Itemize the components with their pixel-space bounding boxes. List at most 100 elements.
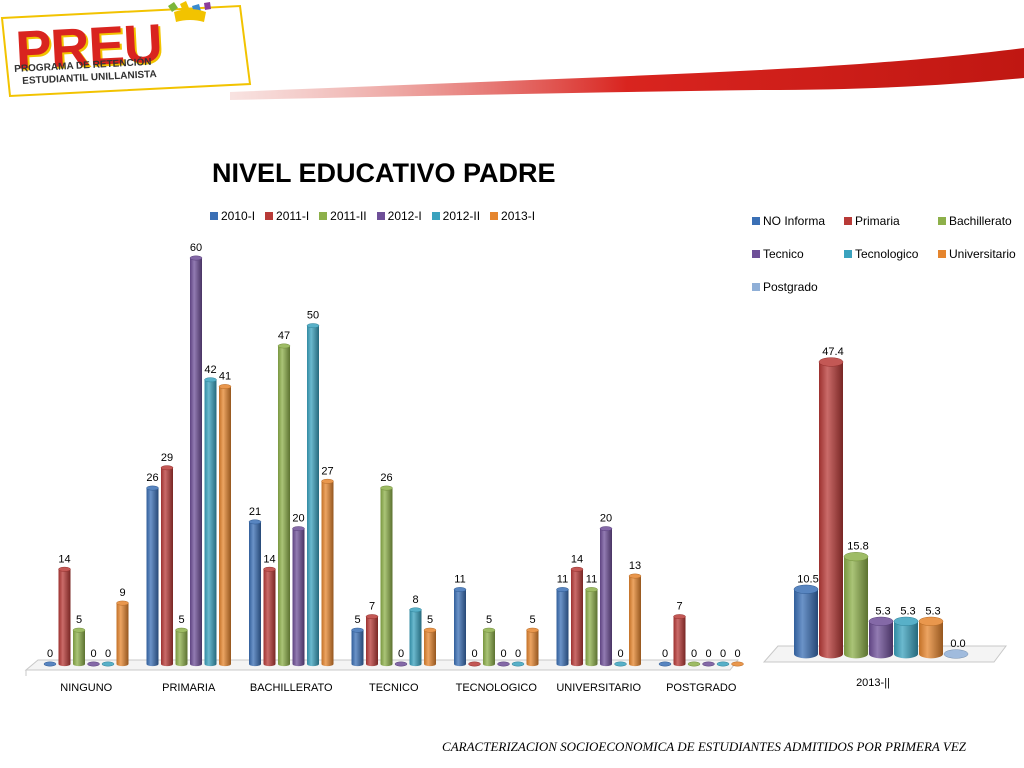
legend-item: Tecnico (752, 247, 844, 261)
data-label: 14 (263, 553, 275, 565)
data-label: 20 (292, 513, 304, 525)
side-bar-primaria (818, 357, 844, 659)
legend-label: 2013-I (501, 209, 536, 223)
data-label: 5 (76, 614, 82, 626)
bar-primaria-2011-i (160, 465, 174, 667)
legend-item: 2010-I (210, 209, 255, 223)
legend-label: 2012-II (442, 209, 481, 223)
data-label: 5 (529, 614, 535, 626)
legend-swatch (210, 212, 218, 220)
bar-postgrado-2011-i (673, 614, 686, 667)
legend-label: 2012-I (387, 209, 422, 223)
legend-swatch (752, 283, 760, 291)
data-label: 8 (412, 594, 418, 606)
bar-bachillerato-2012-ii (306, 323, 320, 667)
legend-swatch (265, 212, 274, 220)
legend-label: 2010-I (221, 209, 256, 223)
data-label: 9 (119, 587, 125, 599)
legend-swatch (490, 212, 499, 220)
side-data-label: 5.3 (875, 605, 890, 617)
legend-swatch (844, 250, 852, 258)
bar-ninguno-2012-ii (101, 661, 115, 667)
side-data-label: 15.8 (847, 541, 868, 553)
legend-swatch (319, 212, 328, 220)
data-label: 0 (705, 648, 711, 660)
side-data-label: 0.0 (950, 638, 965, 650)
side-bar-bachillerato (843, 552, 869, 659)
data-label: 0 (398, 648, 404, 660)
legend-swatch (752, 217, 760, 225)
category-label: POSTGRADO (666, 682, 737, 694)
data-label: 42 (204, 364, 216, 376)
side-bar-postgrado (943, 649, 969, 659)
data-label: 0 (720, 648, 726, 660)
data-label: 5 (427, 614, 433, 626)
bar-tecnico-2010-i (351, 627, 364, 667)
data-label: 0 (105, 648, 111, 660)
legend-item: NO Informa (752, 214, 844, 228)
bar-postgrado-2011-ii (687, 661, 701, 667)
legend-swatch (844, 217, 852, 225)
data-label: 0 (691, 648, 697, 660)
bar-tecnico-2012-i (394, 661, 408, 667)
side-data-label: 5.3 (900, 605, 915, 617)
bar-universitario-2013-i (628, 573, 642, 667)
side-bar-tecnico (868, 616, 894, 659)
bar-primaria-2012-i (189, 255, 203, 667)
data-label: 7 (369, 601, 375, 613)
data-label: 13 (629, 560, 641, 572)
data-label: 0 (471, 648, 477, 660)
data-label: 21 (249, 506, 261, 518)
bar-universitario-2012-ii (614, 661, 627, 667)
bar-universitario-2011-i (570, 566, 584, 667)
category-label: BACHILLERATO (250, 682, 333, 694)
header-banner (0, 1, 1024, 100)
bar-tecnico-2011-ii (380, 485, 393, 667)
data-label: 0 (47, 648, 53, 660)
footer-caption: CARACTERIZACION SOCIOECONOMICA DE ESTUDI… (442, 739, 966, 754)
bar-ninguno-2013-i (116, 600, 129, 667)
data-label: 26 (380, 472, 392, 484)
header-swoosh (230, 48, 1024, 100)
bar-universitario-2012-i (599, 526, 613, 667)
legend-label: NO Informa (763, 214, 826, 228)
side-bar-no-informa (793, 584, 819, 659)
side-chart-legend: NO Informa Primaria Bachillerato Tecnico Tec… (752, 214, 1024, 294)
legend-label: 2011-I (276, 209, 310, 223)
legend-swatch (752, 250, 760, 258)
data-label: 11 (586, 574, 597, 586)
legend-item: 2011-I (265, 209, 309, 223)
legend-swatch (376, 212, 385, 220)
data-label: 0 (734, 648, 740, 660)
legend-item: 2012-II (431, 209, 481, 223)
data-label: 0 (90, 648, 96, 660)
data-label: 60 (190, 242, 202, 254)
legend-label: Tecnico (763, 247, 804, 261)
bar-tecnologico-2012-ii (511, 661, 525, 667)
logo-frame (0, 4, 252, 98)
bar-bachillerato-2013-i (321, 478, 334, 667)
bar-universitario-2011-ii (585, 587, 598, 667)
data-label: 20 (600, 513, 612, 525)
bar-postgrado-2013-i (731, 661, 744, 667)
data-label: 0 (515, 648, 521, 660)
legend-label: 2011-II (330, 209, 367, 223)
bar-tecnologico-2010-i (453, 587, 467, 667)
side-bar-universitario (918, 616, 944, 659)
legend-item: Postgrado (752, 280, 844, 294)
data-label: 0 (617, 648, 623, 660)
data-label: 47 (278, 330, 290, 342)
bar-tecnologico-2011-ii (482, 627, 496, 667)
main-chart-legend: 2010-I 2011-I 2011-II 2012-I 2012-II 2013-I (210, 209, 535, 223)
legend-label: Primaria (855, 214, 900, 228)
bar-primaria-2010-i (146, 485, 159, 667)
side-data-label: 47.4 (822, 346, 843, 358)
bar-tecnico-2013-i (423, 627, 437, 667)
bar-postgrado-2012-ii (716, 661, 730, 667)
bar-ninguno-2012-i (87, 661, 100, 667)
data-label: 7 (676, 601, 682, 613)
bar-ninguno-2011-i (58, 566, 71, 667)
logo-hands-icon (168, 1, 211, 22)
